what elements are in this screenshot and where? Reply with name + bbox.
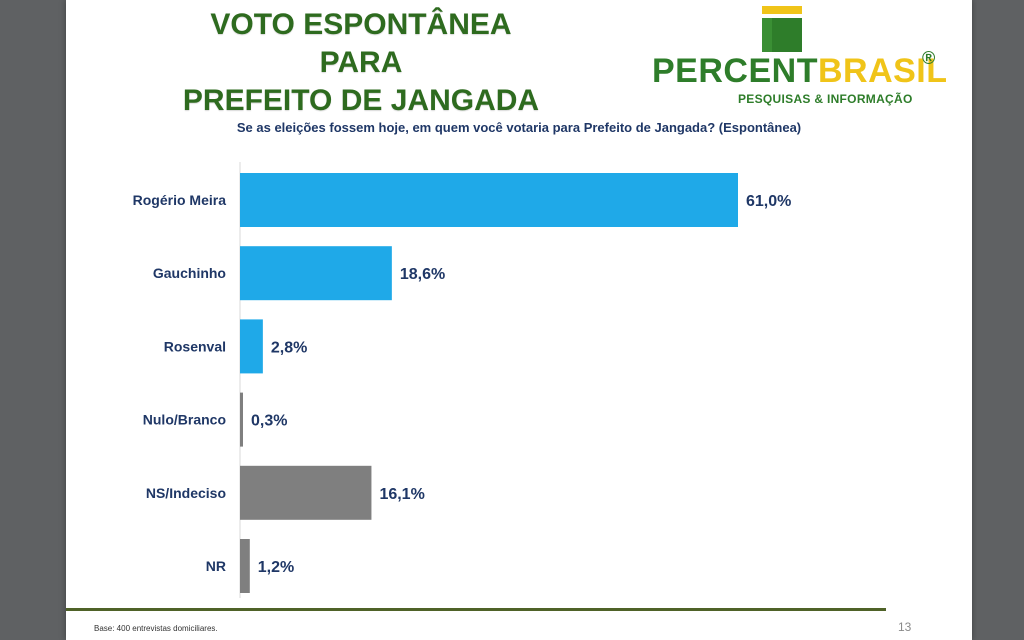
chart-title: Se as eleições fossem hoje, em quem você… xyxy=(236,120,802,135)
registered-mark: ® xyxy=(922,48,936,68)
percentbrasil-logo: PERCENTBRASIL ® PESQUISAS & INFORMAÇÃO xyxy=(652,4,952,108)
base-note: Base: 400 entrevistas domiciliares. xyxy=(94,624,218,633)
data-label: 0,3% xyxy=(251,413,287,430)
bar xyxy=(240,465,372,520)
category-label: NS/Indeciso xyxy=(146,485,226,501)
slide-title: VOTO ESPONTÂNEA PARA PREFEITO DE JANGADA xyxy=(166,6,556,120)
data-label: 16,1% xyxy=(379,486,424,503)
footer-divider xyxy=(66,608,886,611)
bar xyxy=(240,392,243,447)
category-label: Nulo/Branco xyxy=(143,412,226,428)
category-label: Rogério Meira xyxy=(133,192,227,208)
data-label: 18,6% xyxy=(400,266,445,283)
bar-chart: Rogério Meira 61,0% Gauchinho 18,6% Rosenval… xyxy=(133,162,791,598)
data-label: 1,2% xyxy=(258,559,294,576)
bar xyxy=(240,539,250,593)
logo-part-brasil: BRASIL xyxy=(817,52,948,90)
page-number: 13 xyxy=(898,620,912,634)
category-label: NR xyxy=(206,558,226,574)
bar xyxy=(240,319,263,374)
logo-tagline: PESQUISAS & INFORMAÇÃO xyxy=(738,92,913,106)
logo-flag-icon xyxy=(762,6,802,52)
bar xyxy=(240,173,738,227)
title-line-2: PREFEITO DE JANGADA xyxy=(182,84,540,117)
bar xyxy=(240,246,392,301)
data-label: 2,8% xyxy=(271,339,307,356)
logo-part-percent: PERCENT xyxy=(652,52,818,90)
category-label: Gauchinho xyxy=(153,265,226,281)
category-label: Rosenval xyxy=(164,338,226,354)
slide: VOTO ESPONTÂNEA PARA PREFEITO DE JANGADA… xyxy=(66,0,972,640)
logo-wordmark: PERCENTBRASIL xyxy=(652,52,948,91)
title-line-1: VOTO ESPONTÂNEA PARA xyxy=(210,8,512,79)
data-label: 61,0% xyxy=(746,193,791,210)
